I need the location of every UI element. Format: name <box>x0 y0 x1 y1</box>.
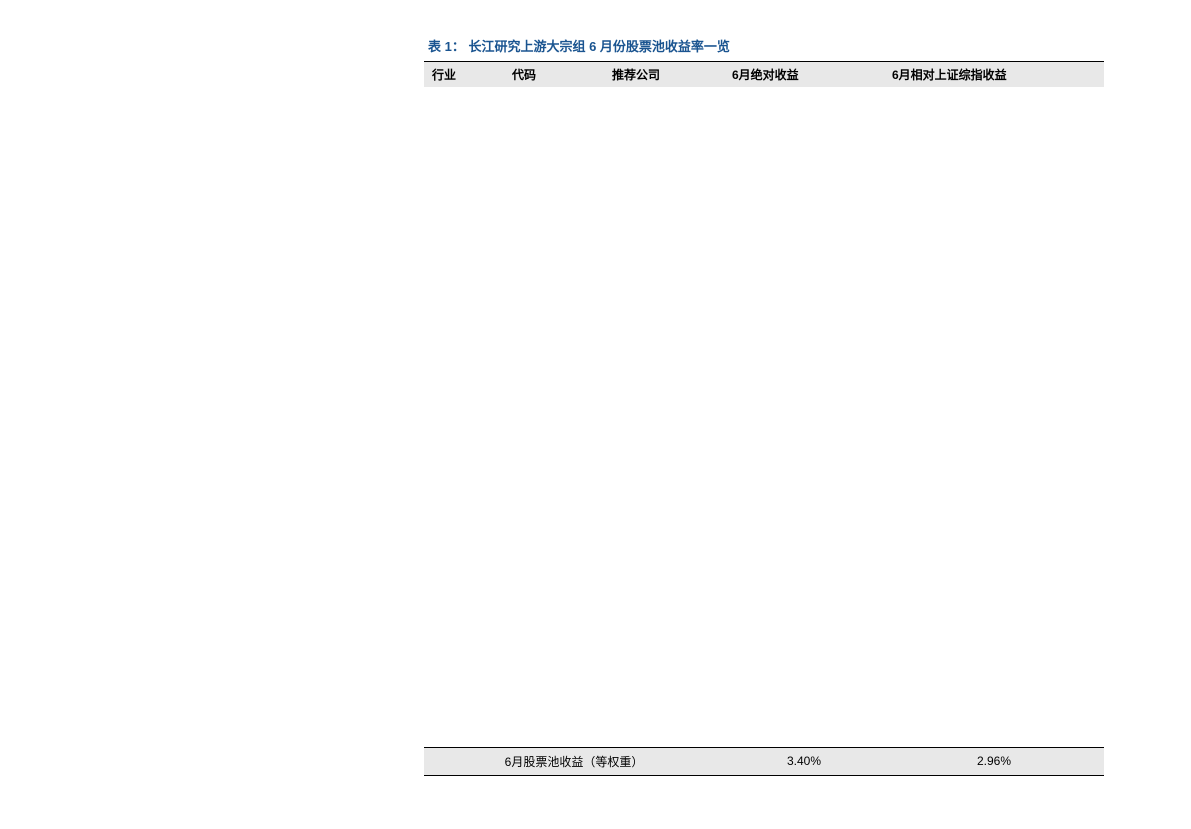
table-header-row: 行业 代码 推荐公司 6月绝对收益 6月相对上证综指收益 <box>424 62 1104 88</box>
summary-abs-return: 3.40% <box>724 747 884 775</box>
header-rel-return: 6月相对上证综指收益 <box>884 62 1104 88</box>
title-prefix: 表 1： <box>428 39 465 54</box>
header-code: 代码 <box>504 62 604 88</box>
title-text: 长江研究上游大宗组 6 月份股票池收益率一览 <box>468 39 729 54</box>
stock-returns-table: 行业 代码 推荐公司 6月绝对收益 6月相对上证综指收益 6月股票池收益（等权重… <box>424 61 1104 776</box>
table-summary-row: 6月股票池收益（等权重） 3.40% 2.96% <box>424 747 1104 775</box>
table-container: 表 1： 长江研究上游大宗组 6 月份股票池收益率一览 行业 代码 推荐公司 6… <box>424 36 1104 776</box>
header-industry: 行业 <box>424 62 504 88</box>
summary-rel-return: 2.96% <box>884 747 1104 775</box>
table-body-spacer <box>424 87 1104 747</box>
table-title: 表 1： 长江研究上游大宗组 6 月份股票池收益率一览 <box>424 36 1104 55</box>
header-company: 推荐公司 <box>604 62 724 88</box>
header-abs-return: 6月绝对收益 <box>724 62 884 88</box>
summary-label: 6月股票池收益（等权重） <box>424 747 724 775</box>
